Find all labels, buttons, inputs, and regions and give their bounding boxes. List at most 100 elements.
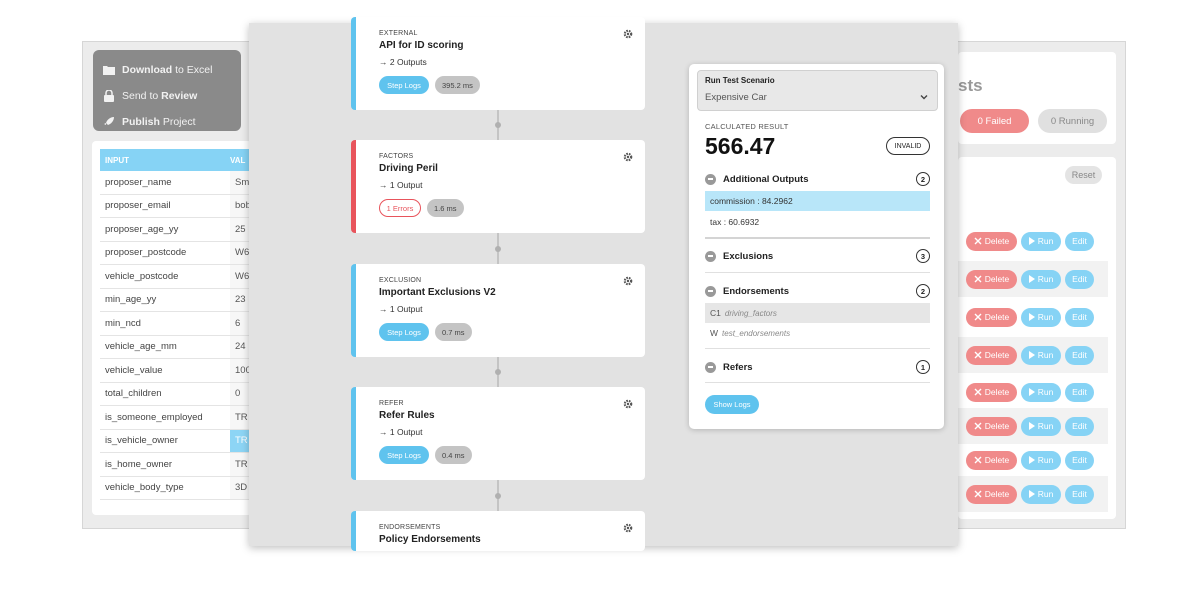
step-category: EXCLUSION	[379, 277, 422, 284]
input-value[interactable]: TR	[230, 429, 252, 452]
step-logs-button[interactable]: Step Logs	[379, 323, 429, 341]
endorsement-code: W	[710, 328, 719, 338]
delete-button[interactable]: Delete	[966, 307, 1017, 327]
edit-button[interactable]: Edit	[1065, 231, 1094, 251]
table-row[interactable]: vehicle_postcode W6	[100, 265, 252, 289]
step-duration-badge: 0.4 ms	[435, 446, 472, 464]
input-value[interactable]: 23	[230, 288, 252, 311]
table-row[interactable]: min_ncd 6	[100, 312, 252, 336]
input-value[interactable]: W6	[230, 265, 252, 288]
input-value[interactable]: W6	[230, 241, 252, 264]
table-row[interactable]: total_children 0	[100, 382, 252, 406]
delete-button[interactable]: Delete	[966, 484, 1017, 504]
input-value[interactable]: 100	[230, 359, 252, 382]
additional-outputs-section[interactable]: Additional Outputs 2	[705, 172, 930, 186]
run-button[interactable]: Run	[1021, 269, 1061, 289]
delete-button[interactable]: Delete	[966, 382, 1017, 402]
step-category: ENDORSEMENTS	[379, 524, 441, 531]
delete-button[interactable]: Delete	[966, 416, 1017, 436]
edit-button[interactable]: Edit	[1065, 450, 1094, 470]
delete-button[interactable]: Delete	[966, 345, 1017, 365]
endorsements-section[interactable]: Endorsements 2	[705, 284, 930, 298]
table-row[interactable]: min_age_yy 23	[100, 288, 252, 312]
collapse-icon[interactable]	[705, 173, 716, 185]
input-value[interactable]: bob	[230, 194, 252, 217]
chevron-down-icon[interactable]	[919, 89, 929, 100]
delete-button[interactable]: Delete	[966, 269, 1017, 289]
edit-button[interactable]: Edit	[1065, 307, 1094, 327]
input-value[interactable]: 3D	[230, 476, 252, 499]
edit-button[interactable]: Edit	[1065, 269, 1094, 289]
table-row[interactable]: is_vehicle_owner TR	[100, 429, 252, 453]
failed-count-badge[interactable]: 0 Failed	[960, 109, 1029, 133]
edit-button[interactable]: Edit	[1065, 345, 1094, 365]
flow-step-card[interactable]: REFER Refer Rules → 1 Output Step Logs 0.4 m…	[351, 387, 645, 480]
errors-button[interactable]: 1 Errors	[379, 199, 421, 217]
run-button[interactable]: Run	[1021, 231, 1061, 251]
additional-output-item[interactable]: tax : 60.6932	[710, 217, 760, 227]
run-button[interactable]: Run	[1021, 307, 1061, 327]
edit-button[interactable]: Edit	[1065, 484, 1094, 504]
show-logs-button[interactable]: Show Logs	[705, 395, 759, 414]
input-value[interactable]: 0	[230, 382, 252, 405]
table-row[interactable]: is_someone_employed TR	[100, 406, 252, 430]
exclusions-section[interactable]: Exclusions 3	[705, 249, 930, 263]
test-row: Delete Run Edit	[958, 408, 1108, 444]
delete-button[interactable]: Delete	[966, 231, 1017, 251]
flow-step-card[interactable]: EXTERNAL API for ID scoring → 2 Outputs Ste…	[351, 17, 645, 110]
gear-icon[interactable]	[623, 520, 633, 533]
run-button[interactable]: Run	[1021, 345, 1061, 365]
scenario-select-value[interactable]: Expensive Car	[705, 92, 767, 103]
flow-step-card[interactable]: ENDORSEMENTS Policy Endorsements	[351, 511, 645, 551]
publish-project-menu-item[interactable]: Publish Project	[103, 109, 241, 135]
collapse-icon[interactable]	[705, 361, 716, 373]
close-icon	[974, 313, 982, 321]
table-row[interactable]: proposer_age_yy 25	[100, 218, 252, 242]
delete-button[interactable]: Delete	[966, 450, 1017, 470]
step-logs-button[interactable]: Step Logs	[379, 76, 429, 94]
send-review-menu-item[interactable]: Send to Review	[103, 83, 241, 109]
inputs-table-header: INPUT VAL	[100, 149, 252, 171]
collapse-icon[interactable]	[705, 285, 716, 297]
edit-button[interactable]: Edit	[1065, 416, 1094, 436]
download-excel-menu-item[interactable]: Download to Excel	[103, 57, 241, 83]
connector-node	[495, 122, 501, 128]
endorsement-item[interactable]: C1 driving_factors	[705, 303, 930, 323]
running-count-badge[interactable]: 0 Running	[1038, 109, 1107, 133]
scenario-select[interactable]	[697, 70, 938, 111]
input-value[interactable]: TR	[230, 453, 252, 476]
input-value[interactable]: Sm	[230, 171, 252, 194]
gear-icon[interactable]	[623, 273, 633, 286]
gear-icon[interactable]	[623, 149, 633, 162]
step-logs-button[interactable]: Step Logs	[379, 446, 429, 464]
run-button[interactable]: Run	[1021, 416, 1061, 436]
collapse-icon[interactable]	[705, 250, 716, 262]
table-row[interactable]: is_home_owner TR	[100, 453, 252, 477]
run-button[interactable]: Run	[1021, 450, 1061, 470]
gear-icon[interactable]	[623, 26, 633, 39]
gear-icon[interactable]	[623, 396, 633, 409]
table-row[interactable]: vehicle_body_type 3D	[100, 476, 252, 500]
table-row[interactable]: proposer_postcode W6	[100, 241, 252, 265]
flow-step-card[interactable]: EXCLUSION Important Exclusions V2 → 1 Outp…	[351, 264, 645, 357]
flow-step-card[interactable]: FACTORS Driving Peril → 1 Output 1 Errors 1.…	[351, 140, 645, 233]
input-value[interactable]: TR	[230, 406, 252, 429]
additional-output-item[interactable]: commission : 84.2962	[705, 191, 930, 211]
reset-button[interactable]: Reset	[1065, 166, 1102, 184]
input-value[interactable]: 24	[230, 335, 252, 358]
edit-button[interactable]: Edit	[1065, 382, 1094, 402]
additional-outputs-title: Additional Outputs	[723, 173, 809, 185]
table-row[interactable]: proposer_email bob	[100, 194, 252, 218]
input-value[interactable]: 6	[230, 312, 252, 335]
connector-node	[495, 492, 501, 499]
run-button[interactable]: Run	[1021, 382, 1061, 402]
run-button[interactable]: Run	[1021, 484, 1061, 504]
endorsement-item[interactable]: W test_endorsements	[705, 323, 930, 343]
table-row[interactable]: vehicle_age_mm 24	[100, 335, 252, 359]
download-label: Download	[122, 64, 173, 76]
refers-section[interactable]: Refers 1	[705, 360, 930, 374]
close-icon	[974, 456, 982, 464]
table-row[interactable]: proposer_name Sm	[100, 171, 252, 195]
table-row[interactable]: vehicle_value 100	[100, 359, 252, 383]
input-value[interactable]: 25	[230, 218, 252, 241]
